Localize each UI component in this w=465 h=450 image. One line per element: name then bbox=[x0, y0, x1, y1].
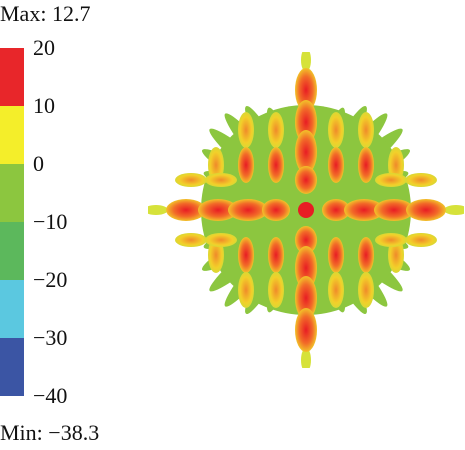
pattern-offaxis-lobe bbox=[328, 147, 344, 183]
pattern-vertical-lobe bbox=[295, 308, 317, 352]
pattern-horizontal-lobe bbox=[344, 199, 384, 221]
pattern-tip-lobe bbox=[301, 52, 311, 72]
colorbar-tick-label: −40 bbox=[33, 383, 68, 408]
pattern-horizontal-lobe bbox=[228, 199, 268, 221]
pattern-offaxis-lobe bbox=[238, 272, 254, 308]
pattern-horizontal-lobe bbox=[406, 199, 446, 221]
pattern-offaxis-lobe bbox=[238, 237, 254, 273]
pattern-offaxis-lobe bbox=[238, 112, 254, 148]
pattern-tip-lobe bbox=[301, 348, 311, 368]
radiation-pattern bbox=[148, 52, 464, 368]
pattern-side-lobe bbox=[175, 173, 207, 187]
pattern-side-lobe bbox=[375, 233, 407, 247]
colorbar-tick-label: −20 bbox=[33, 267, 68, 292]
pattern-side-lobe bbox=[175, 233, 207, 247]
pattern-offaxis-lobe bbox=[328, 112, 344, 148]
colorbar-tick-label: −30 bbox=[33, 325, 68, 350]
pattern-offaxis-lobe bbox=[268, 112, 284, 148]
pattern-horizontal-lobe bbox=[166, 199, 206, 221]
pattern-side-lobe bbox=[205, 233, 237, 247]
pattern-offaxis-lobe bbox=[268, 237, 284, 273]
pattern-tip-lobe bbox=[444, 205, 464, 215]
colorbar-tick-label: 20 bbox=[33, 35, 55, 60]
colorbar-band-2 bbox=[0, 164, 24, 222]
pattern-side-lobe bbox=[405, 233, 437, 247]
min-label: Min: −38.3 bbox=[0, 420, 100, 445]
pattern-offaxis-lobe bbox=[268, 147, 284, 183]
pattern-offaxis-lobe bbox=[238, 147, 254, 183]
pattern-vertical-lobe bbox=[295, 166, 317, 194]
pattern-horizontal-lobe bbox=[322, 199, 350, 221]
max-label: Max: 12.7 bbox=[0, 1, 91, 26]
colorbar-tick-label: 10 bbox=[33, 93, 55, 118]
pattern-offaxis-lobe bbox=[328, 237, 344, 273]
pattern-vertical-lobe bbox=[295, 130, 317, 174]
colorbar-band-3 bbox=[0, 222, 24, 280]
pattern-offaxis-lobe bbox=[358, 237, 374, 273]
colorbar-band-5 bbox=[0, 338, 24, 396]
colorbar-band-0 bbox=[0, 48, 24, 106]
colorbar-band-4 bbox=[0, 280, 24, 338]
pattern-side-lobe bbox=[375, 173, 407, 187]
pattern-center-lobe bbox=[298, 202, 314, 218]
pattern-side-lobe bbox=[205, 173, 237, 187]
pattern-lobes bbox=[148, 52, 464, 368]
pattern-offaxis-lobe bbox=[358, 112, 374, 148]
pattern-horizontal-lobe bbox=[198, 199, 238, 221]
pattern-horizontal-lobe bbox=[262, 199, 290, 221]
pattern-tip-lobe bbox=[148, 205, 168, 215]
pattern-vertical-lobe bbox=[295, 226, 317, 254]
pattern-vertical-lobe bbox=[295, 68, 317, 112]
pattern-side-lobe bbox=[405, 173, 437, 187]
colorbar-tick-label: 0 bbox=[33, 151, 44, 176]
pattern-offaxis-lobe bbox=[268, 272, 284, 308]
pattern-vertical-lobe bbox=[295, 276, 317, 320]
colorbar-tick-label: −10 bbox=[33, 209, 68, 234]
colorbar-band-1 bbox=[0, 106, 24, 164]
pattern-offaxis-lobe bbox=[328, 272, 344, 308]
colorbar bbox=[0, 48, 24, 396]
pattern-horizontal-lobe bbox=[374, 199, 414, 221]
pattern-offaxis-lobe bbox=[358, 272, 374, 308]
pattern-offaxis-lobe bbox=[358, 147, 374, 183]
